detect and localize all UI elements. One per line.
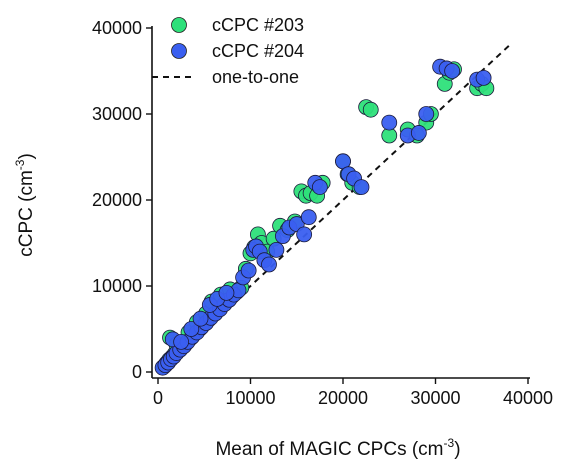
data-point xyxy=(173,333,190,350)
data-point xyxy=(362,101,379,118)
data-point xyxy=(381,114,398,131)
y-tick-label: 40000 xyxy=(92,18,142,38)
legend-marker-ccpc-204 xyxy=(171,43,187,59)
data-point xyxy=(261,256,277,273)
data-point xyxy=(268,241,285,258)
data-point xyxy=(311,179,328,196)
data-point xyxy=(410,125,427,141)
data-point xyxy=(418,106,435,122)
data-point xyxy=(192,310,209,327)
x-tick-label: 0 xyxy=(153,388,163,408)
data-point xyxy=(183,321,200,337)
y-tick-label: 0 xyxy=(132,362,142,382)
data-point xyxy=(475,69,492,86)
y-tick-label: 10000 xyxy=(92,276,142,296)
data-point xyxy=(218,284,235,301)
x-tick-label: 10000 xyxy=(225,388,275,408)
x-tick-label: 30000 xyxy=(410,388,460,408)
series-ccpc-204 xyxy=(154,58,492,376)
x-tick-label: 20000 xyxy=(318,388,368,408)
y-tick-label: 20000 xyxy=(92,190,142,210)
data-point xyxy=(353,179,370,196)
legend: cCPC #203 cCPC #204 one-to-one xyxy=(152,15,304,87)
y-tick-label: 30000 xyxy=(92,104,142,124)
legend-marker-ccpc-203 xyxy=(171,17,187,33)
data-point xyxy=(240,262,257,279)
legend-label-one-to-one: one-to-one xyxy=(212,67,299,87)
data-point xyxy=(444,63,461,79)
x-tick-label: 40000 xyxy=(503,388,553,408)
legend-label-ccpc-203: cCPC #203 xyxy=(212,15,304,35)
y-axis-label: cCPC (cm-3) xyxy=(13,153,37,257)
plot-area xyxy=(154,44,511,376)
x-axis-ticks: 0 10000 20000 30000 40000 xyxy=(153,378,553,408)
y-axis-ticks: 0 10000 20000 30000 40000 xyxy=(92,18,152,382)
x-axis-label: Mean of MAGIC CPCs (cm-3) xyxy=(215,436,460,460)
data-point xyxy=(296,226,313,243)
legend-label-ccpc-204: cCPC #204 xyxy=(212,41,304,61)
data-point xyxy=(300,209,317,226)
